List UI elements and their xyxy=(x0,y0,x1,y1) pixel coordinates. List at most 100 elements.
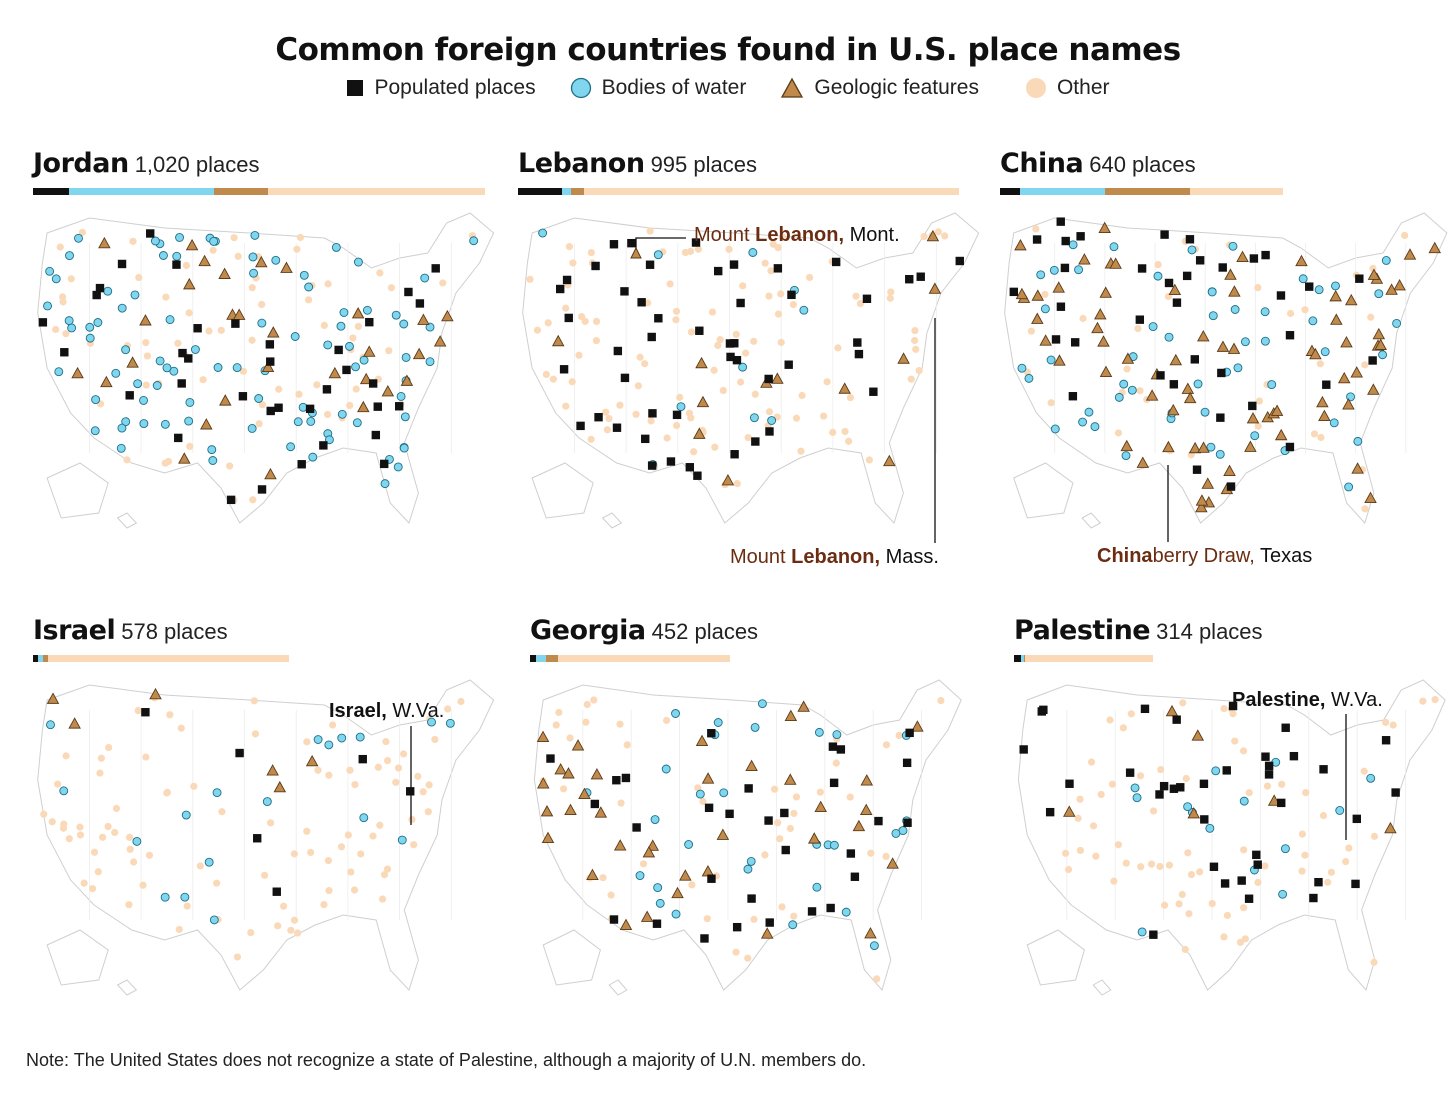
marker-water xyxy=(262,797,272,807)
marker-other xyxy=(774,819,782,827)
marker-other xyxy=(582,718,590,726)
marker-populated xyxy=(612,776,621,785)
marker-other xyxy=(163,789,171,797)
marker-water xyxy=(162,363,172,373)
bar-segment-water xyxy=(1019,188,1105,195)
marker-other xyxy=(344,831,352,839)
marker-geologic xyxy=(1295,254,1308,267)
marker-water xyxy=(250,230,260,240)
marker-populated xyxy=(672,410,682,420)
marker-geologic xyxy=(1340,336,1353,348)
marker-other xyxy=(1122,859,1130,867)
category-share-bar xyxy=(518,188,959,195)
marker-geologic xyxy=(1187,806,1201,819)
marker-geologic xyxy=(357,400,370,413)
marker-water xyxy=(130,290,140,300)
marker-water xyxy=(1127,385,1137,395)
marker-geologic xyxy=(1145,389,1159,401)
marker-other xyxy=(605,414,613,423)
marker-geologic xyxy=(1031,289,1045,301)
panel-header: Georgia 452 places xyxy=(530,615,758,646)
marker-geologic xyxy=(1162,440,1175,453)
marker-other xyxy=(603,426,612,434)
marker-geologic xyxy=(1274,428,1288,441)
marker-populated xyxy=(780,808,789,818)
legend-item-geologic: Geologic features xyxy=(780,76,979,100)
marker-populated xyxy=(146,229,155,238)
us-map xyxy=(37,212,495,529)
marker-populated xyxy=(371,430,381,440)
marker-water xyxy=(323,340,333,350)
marker-other xyxy=(1089,822,1098,830)
chart-title: Common foreign countries found in U.S. p… xyxy=(275,32,1181,68)
marker-populated xyxy=(1190,355,1200,364)
marker-other xyxy=(1255,397,1263,405)
circle-icon xyxy=(570,77,591,99)
marker-other xyxy=(1324,878,1332,886)
marker-other xyxy=(142,381,150,389)
marker-water xyxy=(90,426,100,436)
marker-other xyxy=(765,292,773,300)
marker-geologic xyxy=(266,764,279,776)
marker-populated xyxy=(1226,482,1236,491)
marker-populated xyxy=(704,803,714,813)
annotation-chinaberry-draw: Chinaberry Draw, Texas xyxy=(1097,545,1313,567)
marker-other xyxy=(126,845,134,853)
marker-other xyxy=(732,948,740,956)
alaska-outline xyxy=(1013,462,1074,519)
marker-populated xyxy=(1156,371,1165,380)
marker-other xyxy=(294,929,302,937)
marker-water xyxy=(116,443,126,453)
panel-country-name: Lebanon xyxy=(518,148,645,179)
marker-populated xyxy=(747,894,756,903)
marker-water xyxy=(748,248,758,257)
marker-geologic xyxy=(139,314,152,326)
marker-other xyxy=(1316,360,1324,368)
marker-populated xyxy=(1160,230,1169,239)
marker-other xyxy=(354,322,362,331)
marker-other xyxy=(937,696,945,705)
marker-geologic xyxy=(1181,382,1195,394)
marker-other xyxy=(290,916,299,924)
marker-populated xyxy=(620,373,630,383)
marker-populated xyxy=(591,261,600,271)
marker-water xyxy=(133,379,143,389)
alaska-outline xyxy=(542,929,601,986)
marker-water xyxy=(359,813,369,823)
marker-other xyxy=(1261,862,1269,870)
marker-water xyxy=(1040,304,1050,314)
marker-water xyxy=(1119,379,1129,389)
marker-water xyxy=(1109,242,1119,252)
marker-other xyxy=(806,273,814,282)
marker-populated xyxy=(1305,282,1314,291)
marker-water xyxy=(74,233,83,243)
us-outline xyxy=(37,679,495,991)
marker-populated xyxy=(564,313,573,323)
marker-other xyxy=(776,835,784,843)
marker-populated xyxy=(1368,356,1377,365)
marker-other xyxy=(112,804,121,813)
marker-geologic xyxy=(562,767,575,779)
marker-geologic xyxy=(1168,283,1182,295)
marker-water xyxy=(209,236,219,246)
marker-other xyxy=(1027,327,1036,335)
marker-other xyxy=(376,269,384,277)
marker-populated xyxy=(1276,291,1286,300)
marker-other xyxy=(687,328,696,336)
marker-populated xyxy=(903,818,912,827)
marker-water xyxy=(337,409,347,419)
marker-other xyxy=(934,228,942,236)
marker-water xyxy=(271,255,281,265)
marker-geologic xyxy=(1367,383,1380,395)
marker-geologic xyxy=(551,334,565,347)
marker-geologic xyxy=(926,229,940,242)
marker-water xyxy=(1260,307,1270,317)
marker-populated xyxy=(666,457,676,466)
marker-geologic xyxy=(1098,221,1111,234)
marker-geologic xyxy=(578,787,591,800)
marker-other xyxy=(275,385,283,393)
bar-segment-populated xyxy=(518,188,563,195)
marker-populated xyxy=(184,354,193,363)
marker-populated xyxy=(177,379,186,388)
marker-other xyxy=(1157,765,1165,774)
